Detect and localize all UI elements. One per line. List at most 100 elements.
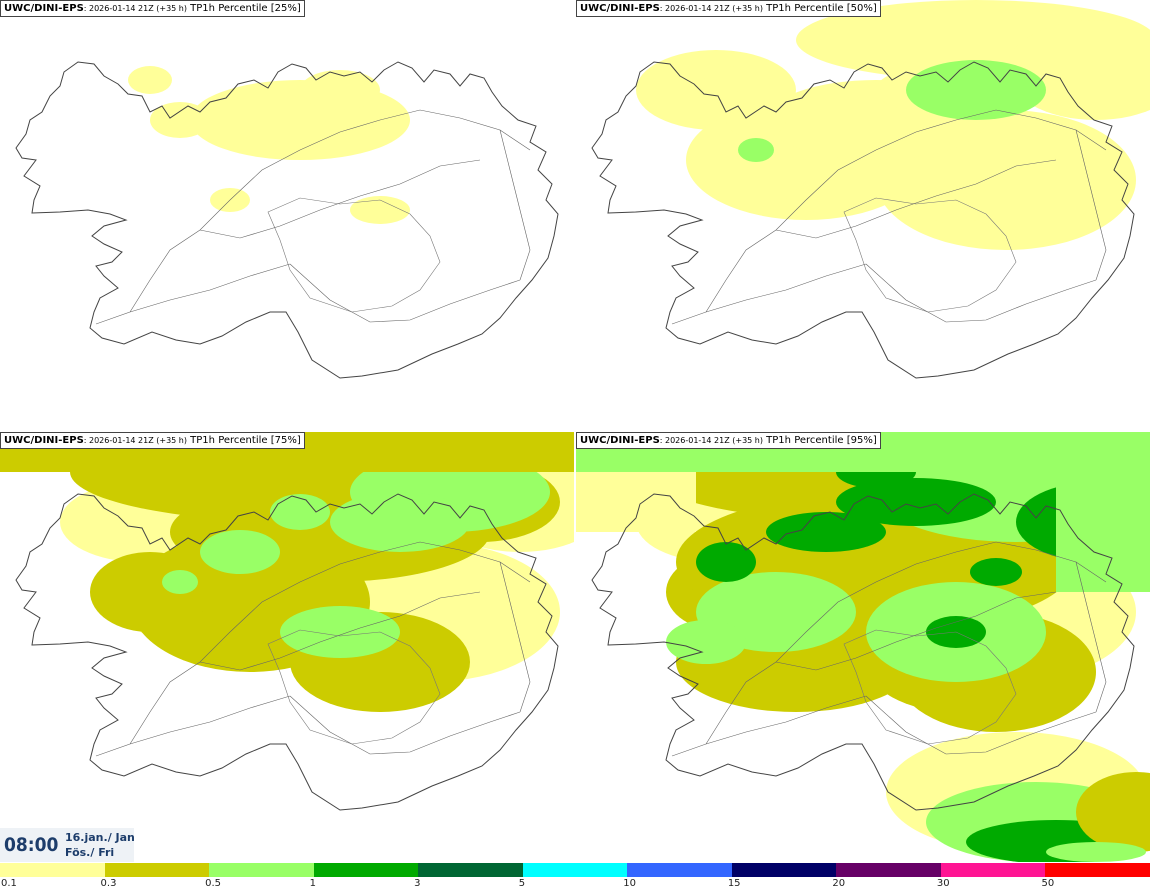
glacier-outline [843,629,1017,745]
precip-area [1076,772,1150,852]
precip-area [704,66,748,94]
precip-area [696,542,756,582]
panel-title: UWC/DINI-EPS: 2026-01-14 21Z (+35 h) TP1… [0,0,305,17]
precip-layer [576,432,1150,862]
precip-area [906,60,1046,120]
road [289,263,521,323]
run-info: : 2026-01-14 21Z (+35 h) [83,436,187,445]
legend-label: 15 [727,878,741,889]
precip-map-p75 [0,432,574,811]
legend-swatch [940,863,1046,877]
road [775,159,1057,239]
coastline [591,61,1135,379]
road [775,591,1057,671]
field-name: TP1h Percentile [95%] [766,435,877,446]
legend-swatch [313,863,419,877]
coastline [15,493,559,811]
glacier-outline [267,197,441,313]
road [499,129,531,281]
road [499,561,531,713]
panel-title: UWC/DINI-EPS: 2026-01-14 21Z (+35 h) TP1… [576,432,881,449]
precip-map-p50 [591,0,1150,379]
run-info: : 2026-01-14 21Z (+35 h) [659,4,763,13]
legend-label: 0.3 [100,878,117,889]
legend-swatch [0,863,106,877]
precip-map-p25 [15,61,559,379]
precip-layer [636,0,1150,250]
road [199,591,481,671]
valid-time-box: 08:00 16.jan./ Jan Fös./ Fri [0,828,135,862]
field-name: TP1h Percentile [50%] [766,3,877,14]
valid-time: 08:00 [4,834,59,856]
precip-area [280,606,400,658]
legend-swatch [836,863,942,877]
precip-map-p95 [576,432,1150,862]
road [95,695,291,757]
panel-title: UWC/DINI-EPS: 2026-01-14 21Z (+35 h) TP1… [576,0,881,17]
legend-label: 0.1 [1,878,17,889]
panel-title: UWC/DINI-EPS: 2026-01-14 21Z (+35 h) TP1… [0,432,305,449]
precip-area [1046,842,1146,862]
legend-label: 30 [936,878,950,889]
precip-area [970,558,1022,586]
model-name: UWC/DINI-EPS [580,435,660,446]
map-panel-p75: UWC/DINI-EPS: 2026-01-14 21Z (+35 h) TP1… [0,432,574,862]
precip-area [766,512,886,552]
legend-label: 0.5 [205,878,221,889]
model-name: UWC/DINI-EPS [4,435,84,446]
precip-area [90,552,210,632]
glacier-outline [843,197,1017,313]
precip-area [270,494,330,530]
color-legend: 0.1 0.3 0.5 1 3 5 10 15 20 30 50 [0,863,1150,891]
precip-area [128,66,172,94]
legend-swatch [522,863,628,877]
glacier-outline [267,629,441,745]
legend-swatch [418,863,524,877]
legend-swatch [1045,863,1150,877]
road [865,263,1097,323]
precip-area [200,530,280,574]
precip-area [738,138,774,162]
legend-swatch [209,863,315,877]
road [129,109,531,313]
model-name: UWC/DINI-EPS [4,3,84,14]
precip-area [300,70,380,110]
map-panel-p50: UWC/DINI-EPS: 2026-01-14 21Z (+35 h) TP1… [576,0,1150,430]
road [95,263,291,325]
road [129,541,531,745]
coastline [591,493,1135,811]
coastline [15,61,559,379]
field-name: TP1h Percentile [75%] [190,435,301,446]
legend-swatch [627,863,733,877]
valid-date: 16.jan./ Jan [65,831,135,844]
road [1075,129,1107,281]
legend-label: 10 [623,878,636,889]
precip-area [1056,472,1150,592]
run-info: : 2026-01-14 21Z (+35 h) [83,4,187,13]
precip-area [666,620,746,664]
field-name: TP1h Percentile [25%] [190,3,301,14]
map-panel-p25: UWC/DINI-EPS: 2026-01-14 21Z (+35 h) TP1… [0,0,574,430]
map-panel-p95: UWC/DINI-EPS: 2026-01-14 21Z (+35 h) TP1… [576,432,1150,862]
road [671,695,867,757]
legend-label: 1 [309,878,316,889]
precip-area [330,492,470,552]
precip-area [836,478,996,526]
precip-layer [128,66,410,224]
legend-label: 20 [832,878,846,889]
model-name: UWC/DINI-EPS [580,3,660,14]
precip-area [162,570,198,594]
road [705,541,1107,745]
precip-area [350,196,410,224]
run-info: : 2026-01-14 21Z (+35 h) [659,436,763,445]
road [865,695,1097,755]
road [1075,561,1107,713]
valid-day: Fös./ Fri [65,846,115,859]
road [705,109,1107,313]
legend-label: 3 [414,878,421,889]
legend-label: 5 [518,878,526,889]
road [199,159,481,239]
precip-area [576,472,696,532]
road [671,263,867,325]
precip-layer [0,432,574,712]
